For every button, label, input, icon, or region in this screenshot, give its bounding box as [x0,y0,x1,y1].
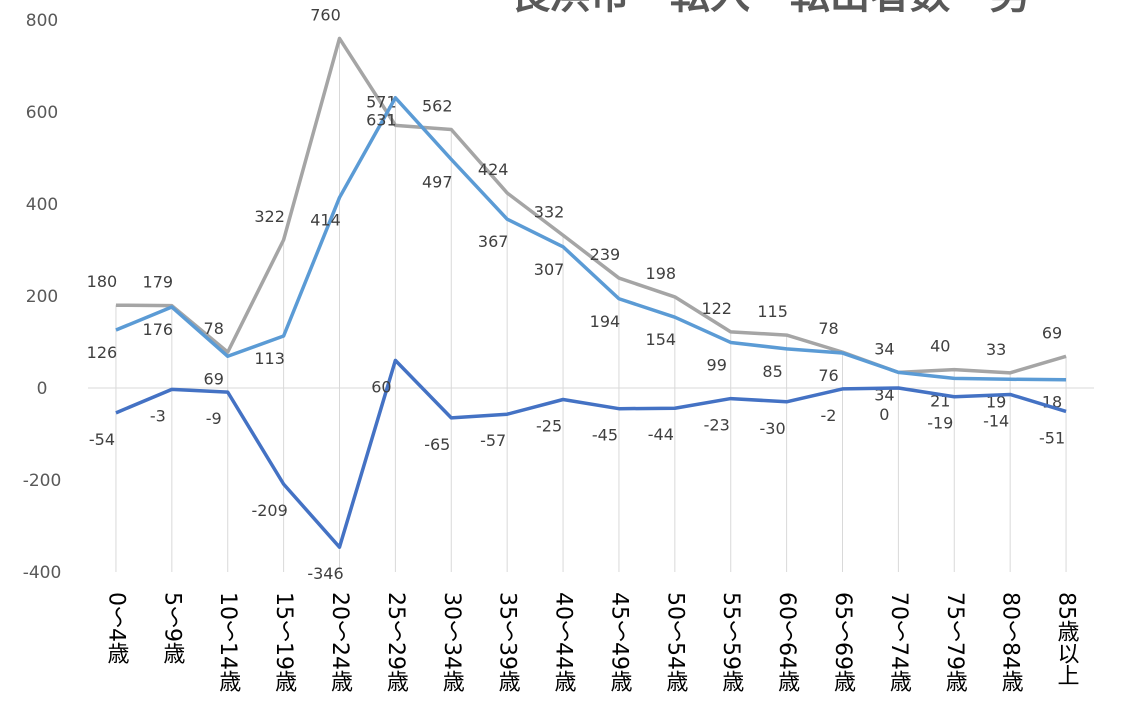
data-label: 99 [707,355,727,374]
data-label: -23 [704,416,730,435]
data-label: 760 [310,5,341,24]
data-label: 367 [478,232,509,251]
x-tick-label: 10～14歳 [215,592,241,692]
x-tick-label: 80～84歳 [998,592,1024,692]
chart-title: 長浜市 転入 転出者数 男 [510,0,1030,18]
x-tick-label: 85歳以上 [1054,592,1080,686]
series-line [115,95,1067,382]
data-label: -45 [592,426,618,445]
data-label: 322 [254,207,285,226]
data-label: -9 [206,409,222,428]
data-label: 115 [757,302,788,321]
x-tick-label: 65～69歳 [830,592,856,692]
data-label: 78 [204,319,224,338]
y-tick-label: 800 [26,11,58,31]
data-label: -44 [648,425,674,444]
data-label: 69 [204,369,224,388]
x-tick-label: 20～24歳 [327,592,353,692]
data-label: 69 [1042,323,1062,342]
data-label: -2 [821,406,837,425]
data-label: 198 [646,264,677,283]
data-label: 0 [879,405,889,424]
x-tick-label: 35～39歳 [495,592,521,692]
data-label: 176 [143,320,174,339]
x-tick-label: 5～9歳 [159,592,185,664]
data-label: 76 [818,366,838,385]
data-label: 78 [818,319,838,338]
data-label: -209 [251,501,287,520]
y-tick-label: -400 [23,563,62,583]
data-label: -19 [927,414,953,433]
x-tick-label: 0～4歳 [103,592,129,664]
data-label: 85 [762,362,782,381]
series-line [115,358,1067,549]
data-label: 34 [874,385,894,404]
data-label: 194 [590,312,621,331]
data-label: 154 [646,330,677,349]
data-label: -54 [89,430,115,449]
data-label: 414 [310,211,341,230]
y-tick-label: 600 [26,103,58,123]
data-label: 60 [371,377,391,396]
x-tick-label: 70～74歳 [886,592,912,692]
data-label: 179 [143,273,174,292]
data-label: 307 [534,260,565,279]
data-label: 332 [534,202,565,221]
y-tick-label: 400 [26,195,58,215]
data-label: 180 [87,272,118,291]
data-label: -14 [983,411,1009,430]
data-label: -25 [536,417,562,436]
y-tick-label: -200 [23,471,62,491]
y-tick-label: 0 [37,379,48,399]
x-tick-label: 55～59歳 [718,592,744,692]
data-label: 34 [874,339,894,358]
data-label: 126 [87,343,118,362]
x-tick-label: 75～79歳 [942,592,968,692]
data-label: 40 [930,337,950,356]
data-label: -51 [1039,428,1065,447]
data-label: 19 [986,392,1006,411]
data-label: 631 [366,111,397,130]
x-tick-label: 30～34歳 [439,592,465,692]
data-label: 424 [478,160,509,179]
data-label: -30 [760,419,786,438]
x-tick-label: 60～64歳 [774,592,800,692]
data-label: 113 [254,349,285,368]
data-label: 562 [422,96,453,115]
x-tick-label: 40～44歳 [551,592,577,692]
data-label: 239 [590,245,621,264]
data-label: -57 [480,431,506,450]
x-tick-label: 25～29歳 [383,592,409,692]
x-tick-label: 50～54歳 [662,592,688,692]
data-label: -65 [424,435,450,454]
x-tick-label: 15～19歳 [271,592,297,692]
data-label: 33 [986,340,1006,359]
data-label: -346 [307,564,343,583]
data-label: 122 [701,299,732,318]
y-tick-label: 200 [26,287,58,307]
data-label: -3 [150,406,166,425]
data-label: 497 [422,172,453,191]
x-tick-label: 45～49歳 [606,592,632,692]
